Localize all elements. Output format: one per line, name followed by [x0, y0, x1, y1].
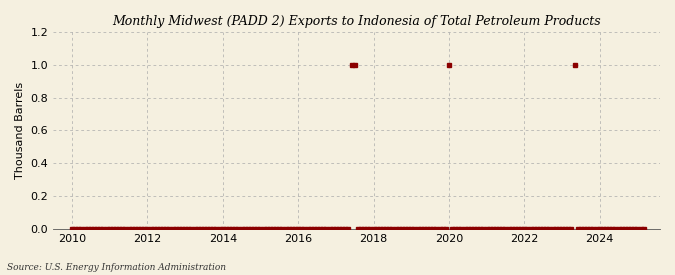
- Title: Monthly Midwest (PADD 2) Exports to Indonesia of Total Petroleum Products: Monthly Midwest (PADD 2) Exports to Indo…: [112, 15, 601, 28]
- Y-axis label: Thousand Barrels: Thousand Barrels: [15, 82, 25, 179]
- Text: Source: U.S. Energy Information Administration: Source: U.S. Energy Information Administ…: [7, 263, 225, 272]
